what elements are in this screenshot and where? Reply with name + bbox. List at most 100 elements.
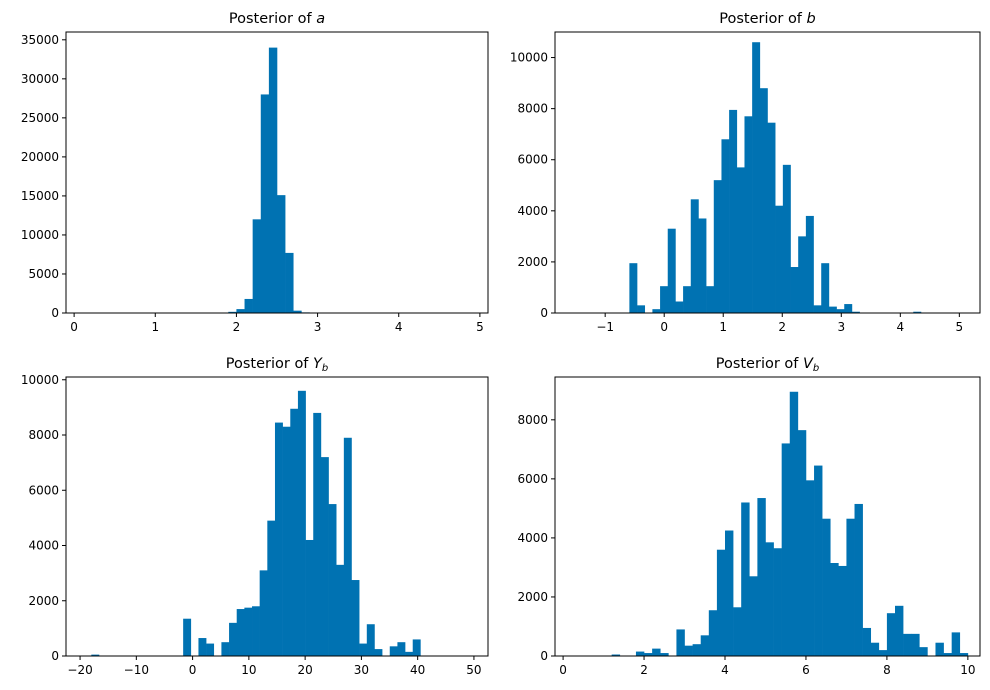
x-tick-label: 1: [151, 320, 159, 334]
x-tick-label: 0: [660, 320, 668, 334]
x-tick-label: 3: [314, 320, 322, 334]
y-tick-label: 0: [540, 649, 548, 663]
histogram-bar: [935, 642, 944, 656]
histogram-bar: [374, 649, 383, 656]
histogram-bar: [700, 635, 710, 656]
x-tick-label: 3: [837, 320, 845, 334]
title-text: Posterior of: [229, 11, 316, 27]
histogram-bar: [198, 638, 207, 656]
histogram-bar: [611, 654, 621, 656]
axes-frame: [554, 376, 981, 657]
title-text: Posterior of: [716, 356, 803, 372]
x-tick-label: 4: [896, 320, 904, 334]
y-tick-label: 10000: [21, 228, 59, 242]
histogram-bar: [293, 310, 302, 313]
histogram-bar: [183, 618, 192, 656]
histogram-bar: [773, 548, 782, 656]
axes-frame: [554, 31, 981, 314]
histogram-bar: [320, 457, 329, 656]
histogram-bar: [228, 311, 237, 313]
histogram-bar: [236, 309, 245, 313]
histogram-bar: [706, 286, 715, 313]
histogram-bar: [733, 607, 742, 656]
x-axis-ticks: 0 2 4 6 8 10: [559, 656, 975, 677]
histogram-bar: [789, 391, 799, 656]
histogram-bar: [781, 443, 791, 656]
x-tick-label: 0: [70, 320, 78, 334]
histogram-bar: [782, 164, 791, 313]
title-variable: a: [316, 11, 325, 27]
x-tick-label: 2: [233, 320, 241, 334]
histogram-bar: [675, 301, 684, 313]
histogram-bar: [313, 412, 322, 656]
histogram-bar: [708, 610, 718, 656]
histogram-bar: [252, 219, 262, 313]
histogram-bar: [252, 606, 260, 656]
histogram-bar: [911, 633, 920, 656]
x-tick-label: 2: [778, 320, 786, 334]
histogram-bar: [328, 504, 337, 656]
histogram-bar: [951, 632, 961, 656]
histogram-bar: [297, 390, 306, 656]
y-tick-label: 2000: [517, 255, 548, 269]
y-tick-label: 2000: [28, 594, 59, 608]
y-tick-label: 6000: [517, 153, 548, 167]
histogram-bar: [721, 139, 730, 313]
y-tick-label: 15000: [21, 189, 59, 203]
histogram-bar: [870, 642, 880, 656]
histogram-bar: [692, 644, 702, 656]
x-tick-label: 10: [241, 663, 256, 677]
axes-frame: [65, 31, 489, 314]
y-tick-label: 8000: [517, 413, 548, 427]
histogram-bar: [268, 47, 278, 314]
x-tick-label: 6: [802, 663, 810, 677]
histogram-bar: [676, 629, 685, 656]
histogram-bar: [635, 651, 645, 656]
histogram-bar: [667, 228, 676, 313]
x-tick-label: −10: [124, 663, 149, 677]
y-tick-label: 0: [51, 306, 59, 320]
y-tick-label: 0: [51, 649, 59, 663]
histogram-bar: [828, 306, 837, 313]
histogram-bar: [229, 622, 238, 656]
y-tick-label: 35000: [21, 33, 59, 47]
histogram-bar: [822, 518, 831, 656]
histogram-bar: [805, 480, 815, 656]
x-tick-label: 50: [466, 663, 481, 677]
x-tick-label: 1: [719, 320, 727, 334]
histogram-bar: [741, 502, 750, 656]
histogram-panel-vb: Posterior of Vb 0 2 4 6 8 10 0 2000 4000 6000 800…: [517, 356, 981, 677]
y-tick-label: 4000: [28, 539, 59, 553]
histogram-panel-yb: Posterior of Yb −20 −10 0 10 20 30 40 50 0 2000 4…: [21, 356, 489, 677]
histogram-bar: [236, 609, 245, 656]
panel-title: Posterior of Vb: [716, 356, 820, 374]
y-axis-ticks: 0 5000 10000 15000 20000 25000 30000 35000: [21, 33, 66, 320]
histogram-bar: [274, 422, 283, 656]
histogram-bar: [759, 88, 768, 313]
histogram-bar: [221, 642, 230, 656]
histogram-bar: [389, 646, 398, 656]
histogram-bar: [913, 311, 922, 313]
histogram-bar: [351, 580, 360, 656]
title-subscript: b: [813, 363, 819, 374]
y-tick-label: 4000: [517, 204, 548, 218]
x-tick-label: 0: [189, 663, 197, 677]
x-axis-ticks: −1 0 1 2 3 4 5: [596, 313, 963, 334]
histogram-bar: [767, 122, 776, 313]
histogram-bar: [683, 286, 692, 313]
title-text: Posterior of: [719, 11, 806, 27]
histogram-bar: [690, 199, 699, 313]
histogram-bar: [846, 518, 855, 656]
x-tick-label: 0: [559, 663, 567, 677]
y-tick-label: 20000: [21, 150, 59, 164]
axes-frame: [65, 376, 489, 657]
histogram-bar: [790, 267, 799, 313]
histogram-bar: [412, 639, 421, 656]
histogram-bar: [744, 116, 753, 313]
y-axis-ticks: 0 2000 4000 6000 8000 10000: [21, 373, 66, 663]
histogram-bar: [886, 613, 896, 656]
y-tick-label: 2000: [517, 590, 548, 604]
histogram-bar: [336, 564, 345, 656]
histogram-bar: [813, 305, 822, 313]
